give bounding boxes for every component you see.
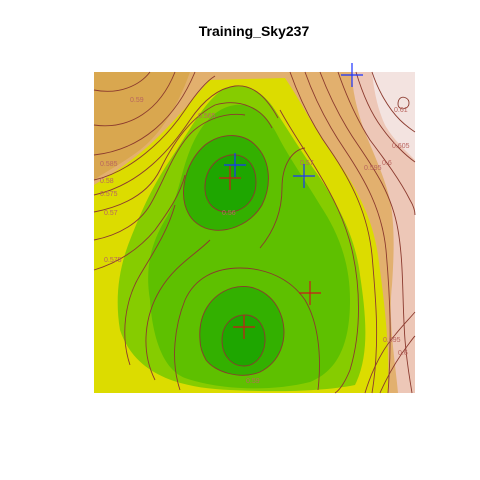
contour-line	[145, 239, 211, 381]
contour-label: 0.57	[104, 210, 118, 217]
contour-label: 0.57	[300, 160, 314, 167]
contour-line	[355, 71, 416, 163]
heatmap-region-left-band	[94, 72, 190, 180]
contour-labels: 0.59 0.565 0.585 0.58 0.575 0.57 0.575 0…	[100, 97, 410, 385]
markers	[219, 63, 363, 339]
contour-line	[93, 71, 176, 127]
marker-red-plus	[219, 166, 241, 190]
contour-line	[221, 314, 266, 367]
contour-label: 0.575	[100, 191, 118, 198]
contour-label: 0.58	[100, 178, 114, 185]
contour-label: 0.595	[364, 165, 382, 172]
contour-label: 0.575	[104, 257, 122, 264]
marker-red-plus	[233, 315, 255, 339]
contour-line	[319, 71, 413, 394]
contour-line	[259, 147, 306, 249]
contour-line	[289, 71, 378, 394]
contour-line	[304, 71, 391, 394]
marker-red-plus	[299, 281, 321, 305]
contour-line	[397, 96, 410, 110]
contour-line	[93, 85, 279, 196]
contour-label: 0.61	[394, 107, 408, 114]
contour-line	[364, 311, 416, 394]
contour-line	[93, 75, 216, 181]
marker-blue-plus	[341, 63, 363, 87]
contour-line	[371, 71, 416, 133]
contour-label: 0.585	[100, 161, 118, 168]
contour-line	[93, 174, 186, 271]
contour-line	[93, 71, 151, 92]
contour-line	[93, 102, 273, 213]
contour-label: 0.6	[382, 160, 392, 167]
contour-label: 0.595	[383, 337, 401, 344]
heatmap-plot-area: 0.59 0.565 0.585 0.58 0.575 0.57 0.575 0…	[93, 63, 416, 394]
heatmap-region-peak-right	[372, 72, 415, 160]
contour-label: 0.605	[392, 143, 410, 150]
contour-line	[279, 109, 359, 394]
heatmap-region-green-core-lower	[222, 315, 266, 366]
contour-label: 0.6	[398, 350, 408, 357]
marker-blue-plus	[224, 153, 246, 177]
contour-line	[93, 113, 246, 241]
contour-label: 0.59	[130, 97, 144, 104]
contour-line	[199, 286, 285, 376]
contour-lines	[93, 71, 416, 394]
chart-title: Training_Sky237	[199, 23, 310, 39]
contour-label: 0.59	[246, 378, 260, 385]
heatmap-region-high-right	[352, 72, 415, 393]
contour-line	[124, 204, 176, 366]
contour-line	[337, 71, 416, 216]
contour-line	[174, 267, 320, 391]
contour-line	[183, 135, 269, 231]
contour-line	[379, 335, 416, 394]
contour-label: 0.565	[198, 113, 216, 120]
marker-blue-plus	[293, 164, 315, 188]
contour-line	[93, 71, 196, 156]
contour-line	[204, 154, 257, 213]
contour-label: 0.56	[222, 210, 236, 217]
